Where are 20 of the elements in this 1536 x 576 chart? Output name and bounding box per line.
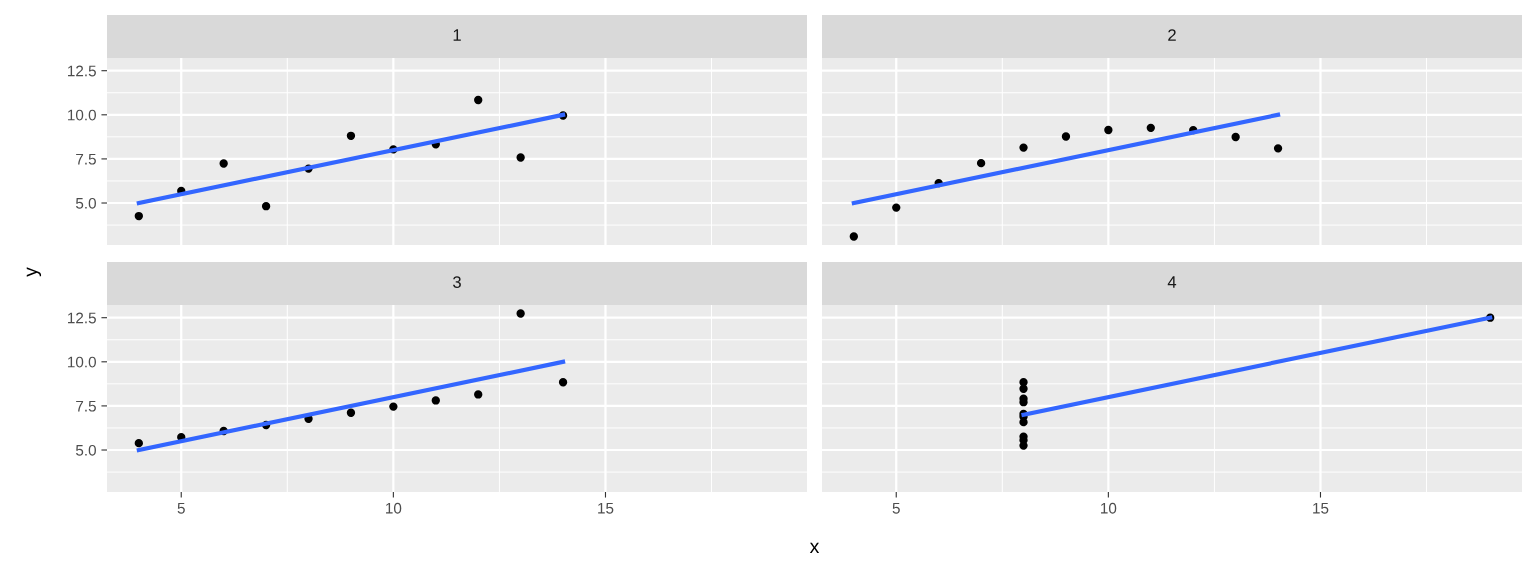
- x-tick-label: 15: [1313, 502, 1329, 514]
- y-tick-label: 5.0: [75, 444, 96, 456]
- chart-title: 2: [1168, 29, 1176, 41]
- y-axis-title: y: [26, 267, 42, 277]
- x-tick-label: 5: [177, 502, 185, 514]
- y-tick-label: 10.0: [68, 356, 96, 368]
- x-tick-label: 10: [386, 502, 402, 514]
- x-tick-label: 15: [598, 502, 614, 514]
- x-axis-title: x: [809, 542, 820, 554]
- chart-title: 3: [453, 276, 461, 288]
- y-tick-label: 7.5: [76, 153, 96, 165]
- y-tick-label: 5.0: [75, 197, 96, 209]
- y-tick-label: 7.5: [76, 400, 96, 412]
- y-tick-label: 12.5: [68, 65, 96, 77]
- y-tick-label: 12.5: [68, 312, 96, 324]
- y-tick-label: 10.0: [68, 109, 96, 121]
- x-tick-label: 5: [892, 502, 900, 514]
- chart-title: 1: [453, 29, 461, 41]
- chart-title: 4: [1167, 276, 1177, 288]
- x-tick-label: 10: [1101, 502, 1117, 514]
